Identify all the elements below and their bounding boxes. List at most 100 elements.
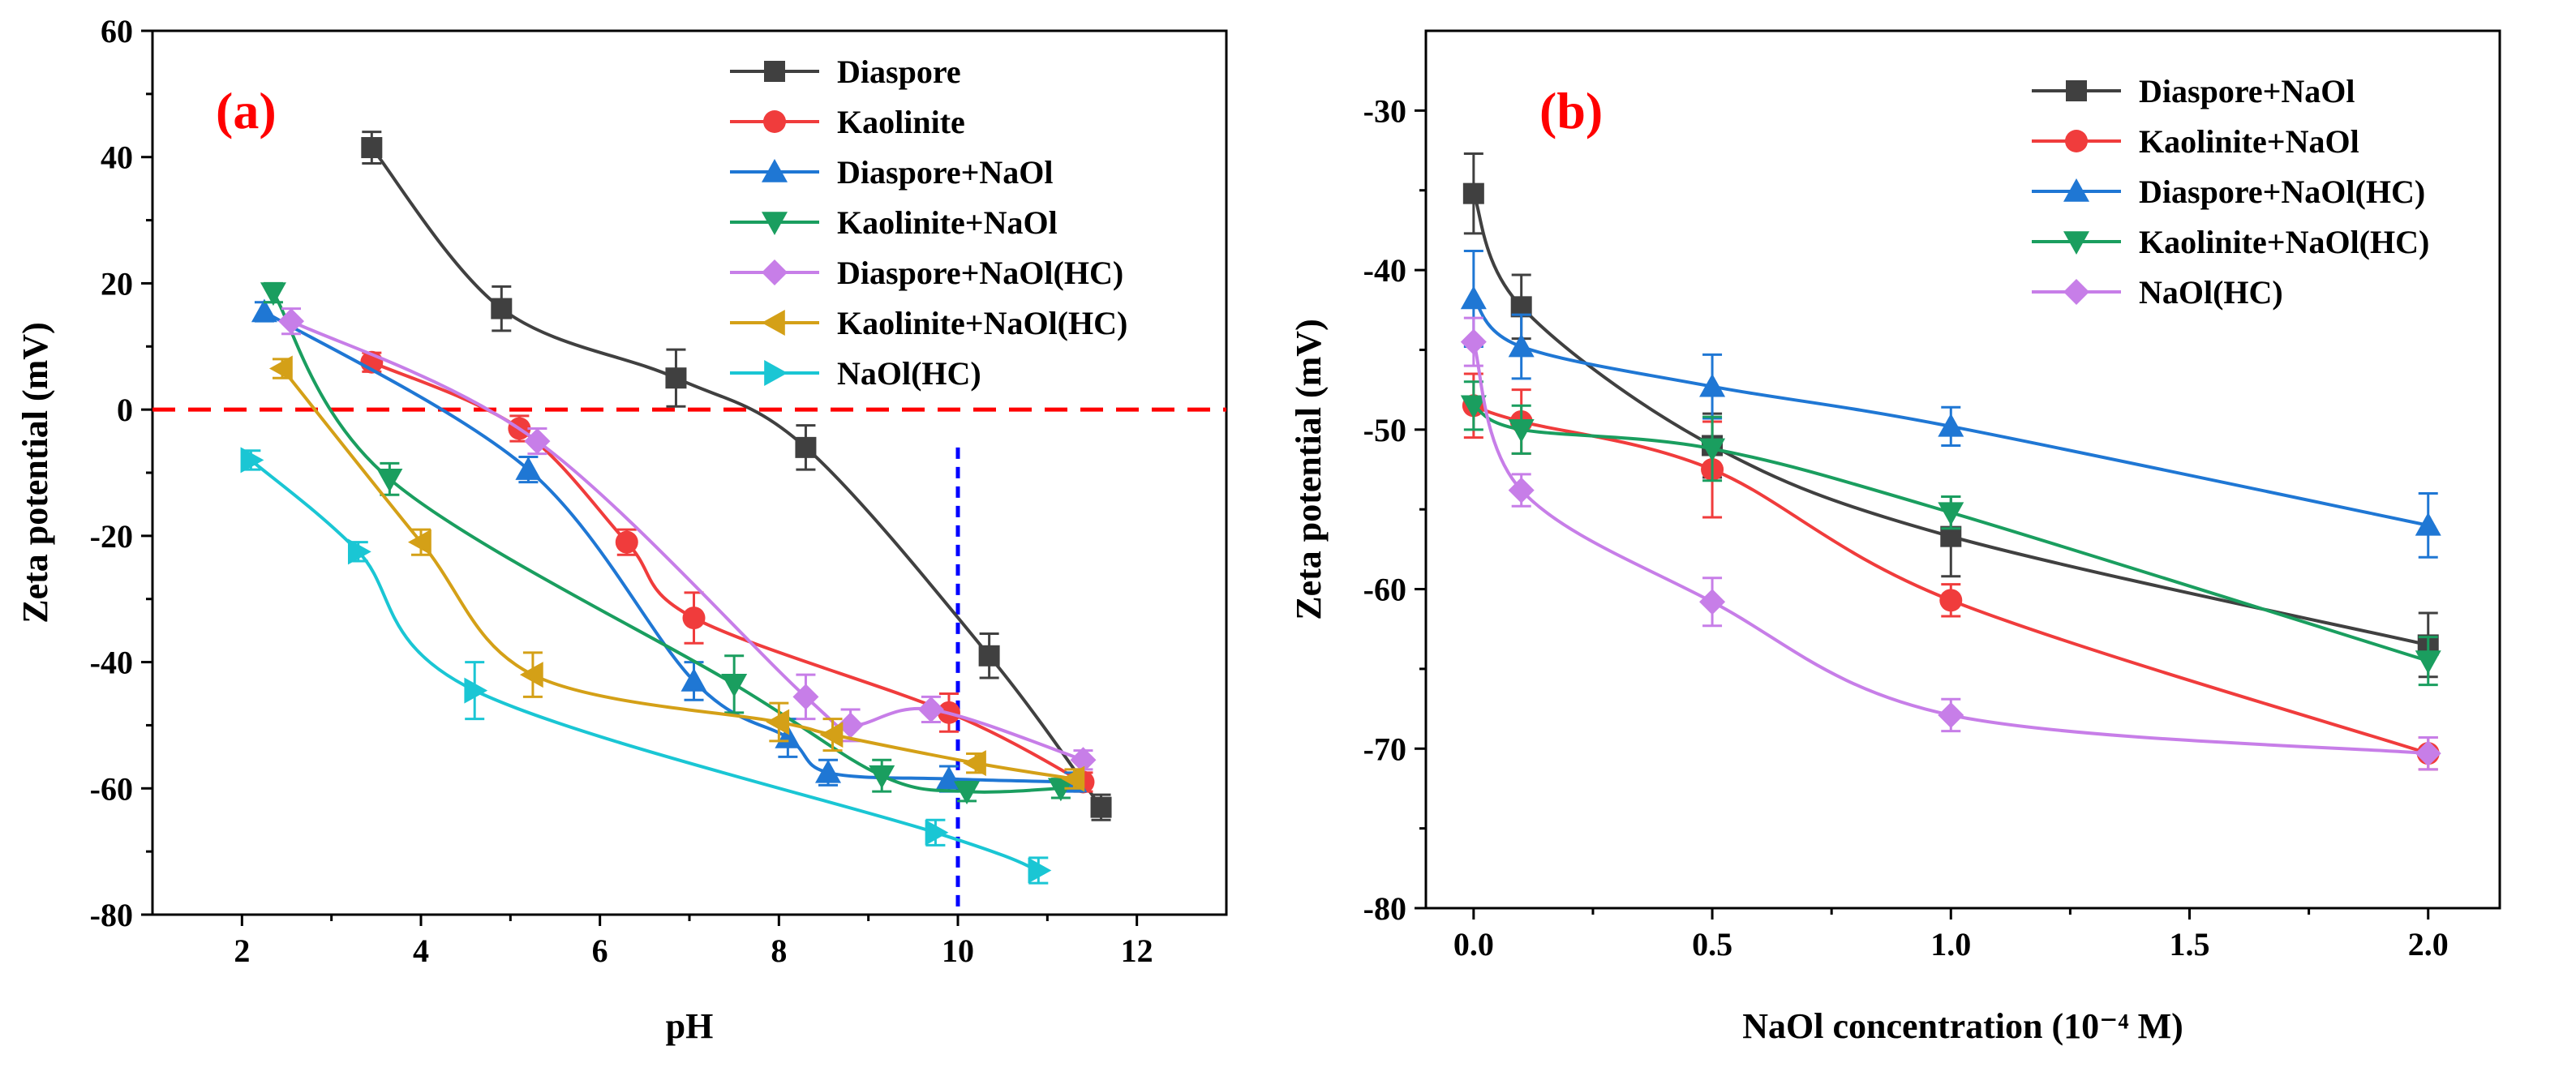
series-kaolinite-naol-hc [268, 355, 1085, 792]
panel-b-y-tick-label: -40 [1363, 252, 1406, 289]
data-point-diaspore [665, 367, 687, 389]
legend-marker-kaolinite-naol [762, 212, 788, 235]
data-point-diaspore [978, 645, 1000, 667]
data-point-naol-hc [1028, 857, 1052, 884]
panel-a-x-tick-label: 4 [413, 932, 429, 969]
data-point-diaspore-naol [251, 298, 277, 323]
data-point-kaolinite-naol [376, 468, 403, 492]
series-line-diaspore [370, 146, 1103, 808]
legend-marker-kaolinite-naol [2065, 130, 2088, 152]
data-point-kaolinite-naol-hc [268, 355, 293, 382]
data-point-diaspore [1090, 796, 1112, 818]
data-point-naol-hc [2415, 740, 2441, 767]
data-point-kaolinite-naol-hc [1508, 419, 1535, 443]
legend-marker-diaspore-naol-hc [2063, 178, 2089, 202]
panel-a-y-tick-label: 0 [117, 392, 133, 428]
data-point-kaolinite-naol-hc [2415, 650, 2441, 675]
series-naol-hc [240, 447, 1052, 885]
legend-marker-diaspore-naol [762, 159, 788, 182]
panel-a-y-tick-label: 20 [101, 265, 133, 302]
data-point-diaspore-naol [1462, 182, 1484, 204]
data-point-kaolinite-naol [1939, 589, 1963, 612]
legend-entry-naol-hc: NaOl(HC) [837, 355, 981, 392]
data-point-diaspore [361, 137, 383, 159]
data-point-diaspore-naol [680, 667, 707, 692]
series-line-naol-hc [1471, 341, 2428, 756]
panel-a-y-tick-label: 40 [101, 139, 133, 176]
series-diaspore-naol-hc [1460, 249, 2441, 559]
panel-b-concentration-chart: (b) 0.0 0.5 1.0 1.5 2.0 -80 -70 -60 -50 -40 -30 NaO… [1289, 29, 2501, 1046]
data-point-kaolinite-naol-hc [408, 529, 431, 555]
data-point-naol-hc [925, 819, 949, 846]
legend-entry-diaspore-naol: Diaspore+NaOl [837, 154, 1054, 191]
panel-b-y-tick-label: -50 [1363, 412, 1406, 448]
panel-b-label: (b) [1539, 82, 1603, 139]
legend-marker-kaolinite [763, 110, 786, 133]
panel-b-x-axis-title: NaOl concentration (10⁻⁴ M) [1742, 1006, 2183, 1046]
panel-b-y-tick-label: -80 [1363, 890, 1406, 927]
panel-a-x-tick-label: 2 [234, 932, 250, 969]
series-naol-hc [1460, 316, 2441, 771]
data-point-diaspore-naol-hc [1460, 285, 1487, 310]
panel-a-label: (a) [216, 82, 277, 139]
legend-marker-diaspore-naol [2066, 80, 2087, 101]
data-point-naol-hc [1699, 589, 1726, 615]
legend-marker-kaolinite-naol-hc [2063, 231, 2089, 255]
data-point-diaspore-naol-hc [1938, 413, 1964, 437]
data-point-diaspore-naol [515, 457, 542, 480]
panel-b-y-tick-label: -30 [1363, 92, 1406, 129]
series-kaolinite-naol [260, 281, 1074, 805]
data-point-naol-hc [1508, 477, 1535, 504]
panel-a-y-axis-title: Zeta potential (mV) [15, 322, 55, 624]
data-point-naol-hc [240, 447, 264, 474]
panel-a-y-tick-label: -40 [90, 645, 133, 681]
data-point-diaspore-naol [815, 759, 842, 783]
panel-b-y-tick-label: -60 [1363, 572, 1406, 608]
data-point-diaspore [795, 436, 817, 458]
data-point-diaspore-naol-hc [2415, 512, 2441, 536]
series-kaolinite-naol-hc [1460, 380, 2441, 687]
panel-b-y-tick-label: -70 [1363, 731, 1406, 767]
data-point-kaolinite-naol [954, 781, 981, 805]
legend-entry-diaspore-naol-hc: Diaspore+NaOl(HC) [2139, 174, 2425, 210]
series-kaolinite [360, 350, 1095, 794]
panel-a-y-tick-label: -80 [90, 897, 133, 933]
panel-a-legend: Diaspore Kaolinite Diaspore+NaOl Kaolinite+… [730, 54, 1127, 392]
data-point-kaolinite-naol-hc [963, 750, 986, 777]
panel-a-y-tick-label: 60 [101, 13, 133, 49]
data-point-kaolinite-naol-hc [819, 722, 844, 748]
panel-b-x-tick-label: 2.0 [2408, 926, 2449, 962]
data-point-diaspore-naol-hc [792, 684, 819, 710]
data-point-diaspore-naol-hc [278, 308, 305, 335]
legend-entry-kaolinite-naol-hc: Kaolinite+NaOl(HC) [837, 305, 1127, 341]
legend-entry-naol-hc: NaOl(HC) [2139, 274, 2283, 311]
panel-a-ph-chart: (a) 2 4 6 8 10 12 -80 -60 -40 -20 0 20 40 60 pH Zeta po… [15, 13, 1228, 1046]
data-point-kaolinite-naol-hc [1460, 395, 1487, 419]
data-point-kaolinite-naol-hc [1699, 438, 1726, 462]
data-point-kaolinite [615, 530, 638, 554]
panel-b-legend: Diaspore+NaOl Kaolinite+NaOl Diaspore+NaOl… [2032, 73, 2429, 311]
data-point-kaolinite-naol [1047, 778, 1074, 802]
data-point-naol-hc [464, 677, 488, 704]
data-point-kaolinite-naol [721, 674, 748, 697]
legend-marker-diaspore [764, 61, 785, 82]
panel-a-x-tick-label: 12 [1121, 932, 1153, 969]
data-point-diaspore-naol-hc [917, 696, 944, 722]
legend-entry-diaspore-naol-hc: Diaspore+NaOl(HC) [837, 255, 1123, 291]
panel-a-x-tick-label: 10 [942, 932, 974, 969]
legend-entry-kaolinite-naol-hc: Kaolinite+NaOl(HC) [2139, 224, 2429, 260]
legend-entry-diaspore: Diaspore [837, 54, 961, 90]
series-line-naol-hc [250, 458, 1039, 872]
series-line-kaolinite-naol-hc [281, 367, 1075, 781]
data-point-kaolinite-naol [869, 765, 895, 789]
data-point-kaolinite-naol-hc [519, 662, 543, 688]
legend-marker-naol-hc [2063, 279, 2089, 305]
legend-marker-naol-hc [764, 360, 788, 386]
panel-a-x-tick-label: 6 [592, 932, 608, 969]
data-point-diaspore-naol [775, 725, 801, 748]
data-point-naol-hc [347, 538, 371, 565]
data-point-naol-hc [1938, 701, 1964, 728]
panel-b-plot-frame [1424, 29, 2501, 910]
series-diaspore [361, 131, 1112, 821]
